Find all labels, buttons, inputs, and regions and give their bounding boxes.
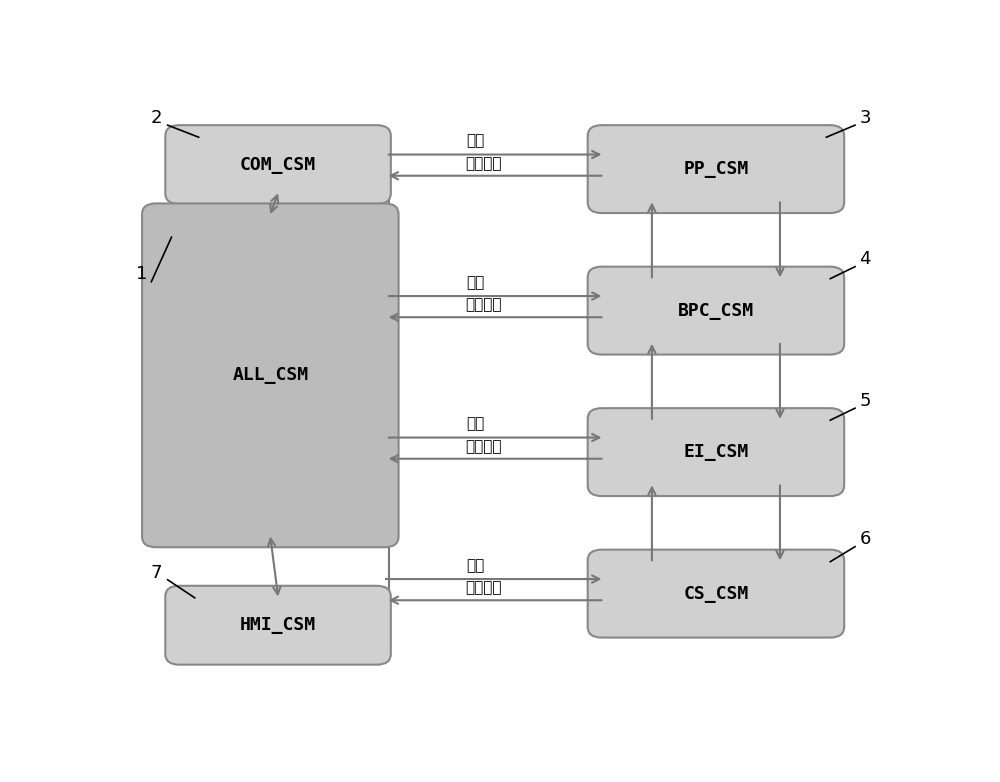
Text: 6: 6 — [859, 530, 871, 548]
Text: 信息状态: 信息状态 — [465, 580, 502, 595]
Text: EI_CSM: EI_CSM — [683, 443, 749, 461]
Text: 命令: 命令 — [467, 417, 485, 432]
Text: COM_CSM: COM_CSM — [240, 156, 316, 174]
FancyBboxPatch shape — [165, 586, 391, 665]
FancyBboxPatch shape — [588, 267, 844, 354]
FancyBboxPatch shape — [165, 125, 391, 204]
Text: 3: 3 — [859, 109, 871, 127]
FancyBboxPatch shape — [588, 125, 844, 213]
Text: 7: 7 — [150, 564, 162, 582]
FancyBboxPatch shape — [588, 550, 844, 637]
Text: 信息状态: 信息状态 — [465, 297, 502, 313]
Text: 1: 1 — [136, 265, 148, 284]
Text: 命令: 命令 — [467, 558, 485, 573]
Text: 信息状态: 信息状态 — [465, 156, 502, 171]
Text: 信息状态: 信息状态 — [465, 439, 502, 454]
FancyBboxPatch shape — [588, 408, 844, 496]
Text: HMI_CSM: HMI_CSM — [240, 616, 316, 634]
Text: CS_CSM: CS_CSM — [683, 585, 749, 603]
Text: BPC_CSM: BPC_CSM — [678, 302, 754, 320]
Text: 5: 5 — [859, 392, 871, 410]
Text: 4: 4 — [859, 250, 871, 268]
Text: 2: 2 — [150, 109, 162, 127]
Text: 命令: 命令 — [467, 134, 485, 149]
Text: ALL_CSM: ALL_CSM — [232, 366, 308, 384]
FancyBboxPatch shape — [142, 203, 399, 547]
Text: PP_CSM: PP_CSM — [683, 160, 749, 178]
Text: 命令: 命令 — [467, 275, 485, 290]
